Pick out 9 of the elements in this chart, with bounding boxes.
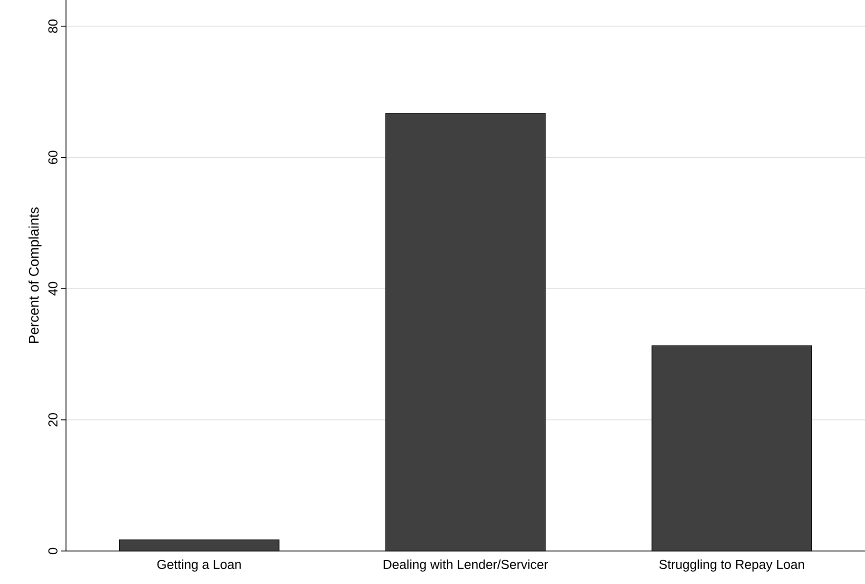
y-tick-label: 60 bbox=[48, 150, 58, 164]
x-tick-label: Struggling to Repay Loan bbox=[659, 559, 804, 572]
y-tick-label: 0 bbox=[48, 548, 58, 554]
y-tick-label: 80 bbox=[48, 20, 58, 33]
x-tick-label: Getting a Loan bbox=[157, 559, 241, 572]
y-tick-label: 40 bbox=[48, 282, 58, 296]
y-tick-label: 20 bbox=[48, 413, 58, 426]
x-tick-label: Dealing with Lender/Servicer bbox=[384, 559, 548, 572]
y-axis-title: Percent of Complaints bbox=[28, 207, 42, 343]
